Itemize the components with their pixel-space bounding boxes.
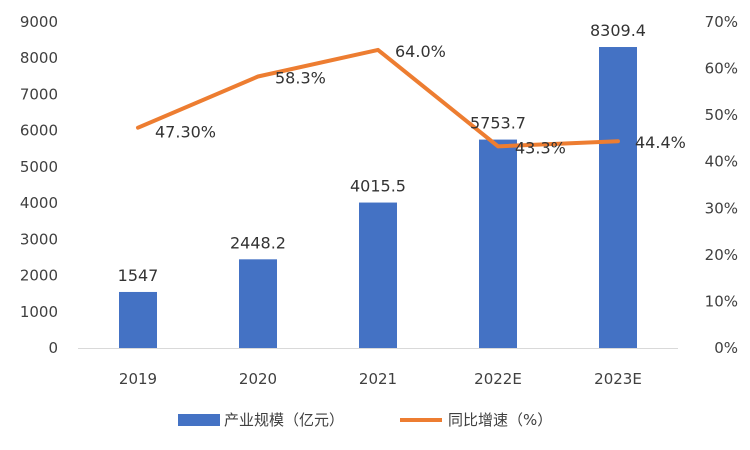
y-left-tick-label: 6000 xyxy=(20,122,58,140)
bar-data-label: 5753.7 xyxy=(470,114,526,133)
line-data-label: 47.30% xyxy=(155,123,216,142)
bar xyxy=(119,291,157,348)
bar xyxy=(239,259,277,348)
y-right-tick-label: 60% xyxy=(705,60,738,78)
y-left-tick-label: 9000 xyxy=(20,13,58,31)
y-left-tick-label: 3000 xyxy=(20,230,58,248)
y-right-tick-label: 20% xyxy=(705,246,738,264)
line-data-labels: 47.30% 58.3% 64.0% 43.3% 44.4% xyxy=(155,42,686,157)
bar-data-label: 1547 xyxy=(118,266,159,285)
y-right-tick-label: 0% xyxy=(714,339,738,357)
line-point xyxy=(376,48,380,52)
y-left-tick-label: 7000 xyxy=(20,85,58,103)
line-data-label: 64.0% xyxy=(395,42,446,61)
line-point xyxy=(256,74,260,78)
line-data-label: 58.3% xyxy=(275,68,326,87)
x-tick-label: 2019 xyxy=(119,370,157,388)
x-axis-ticks: 2019 2020 2021 2022E 2023E xyxy=(119,370,642,388)
y-right-tick-label: 40% xyxy=(705,153,738,171)
y-right-tick-label: 70% xyxy=(705,13,738,31)
left-axis: 0 1000 2000 3000 4000 5000 6000 7000 8000 9000 xyxy=(20,13,58,357)
legend-label: 产业规模（亿元） xyxy=(224,411,344,429)
line-point xyxy=(136,126,140,130)
y-left-tick-label: 5000 xyxy=(20,158,58,176)
line-point xyxy=(616,139,620,143)
y-right-tick-label: 10% xyxy=(705,292,738,310)
line-data-label: 44.4% xyxy=(635,133,686,152)
y-left-tick-label: 0 xyxy=(48,339,58,357)
bar-data-label: 8309.4 xyxy=(590,21,646,40)
line-data-label: 43.3% xyxy=(515,138,566,157)
x-tick-label: 2020 xyxy=(239,370,277,388)
y-left-tick-label: 4000 xyxy=(20,194,58,212)
x-tick-label: 2023E xyxy=(594,370,642,388)
y-left-tick-label: 2000 xyxy=(20,267,58,285)
bar-series xyxy=(119,47,637,348)
line-series xyxy=(136,47,620,149)
x-tick-label: 2021 xyxy=(359,370,397,388)
y-left-tick-label: 8000 xyxy=(20,49,58,67)
y-right-tick-label: 30% xyxy=(705,199,738,217)
legend-label: 同比增速（%） xyxy=(448,411,552,429)
legend-bar-swatch xyxy=(178,414,220,426)
right-axis: 0% 10% 20% 30% 40% 50% 60% 70% xyxy=(705,13,738,357)
bar xyxy=(359,202,397,348)
x-tick-label: 2022E xyxy=(474,370,522,388)
bar-data-label: 4015.5 xyxy=(350,177,406,196)
bar xyxy=(479,139,517,348)
bar-data-label: 2448.2 xyxy=(230,233,286,252)
legend: 产业规模（亿元） 同比增速（%） xyxy=(178,411,552,429)
y-left-tick-label: 1000 xyxy=(20,303,58,321)
bar xyxy=(599,47,637,348)
y-right-tick-label: 50% xyxy=(705,106,738,124)
bar-data-labels: 1547 2448.2 4015.5 5753.7 8309.4 xyxy=(118,21,646,285)
line-point xyxy=(496,144,500,148)
